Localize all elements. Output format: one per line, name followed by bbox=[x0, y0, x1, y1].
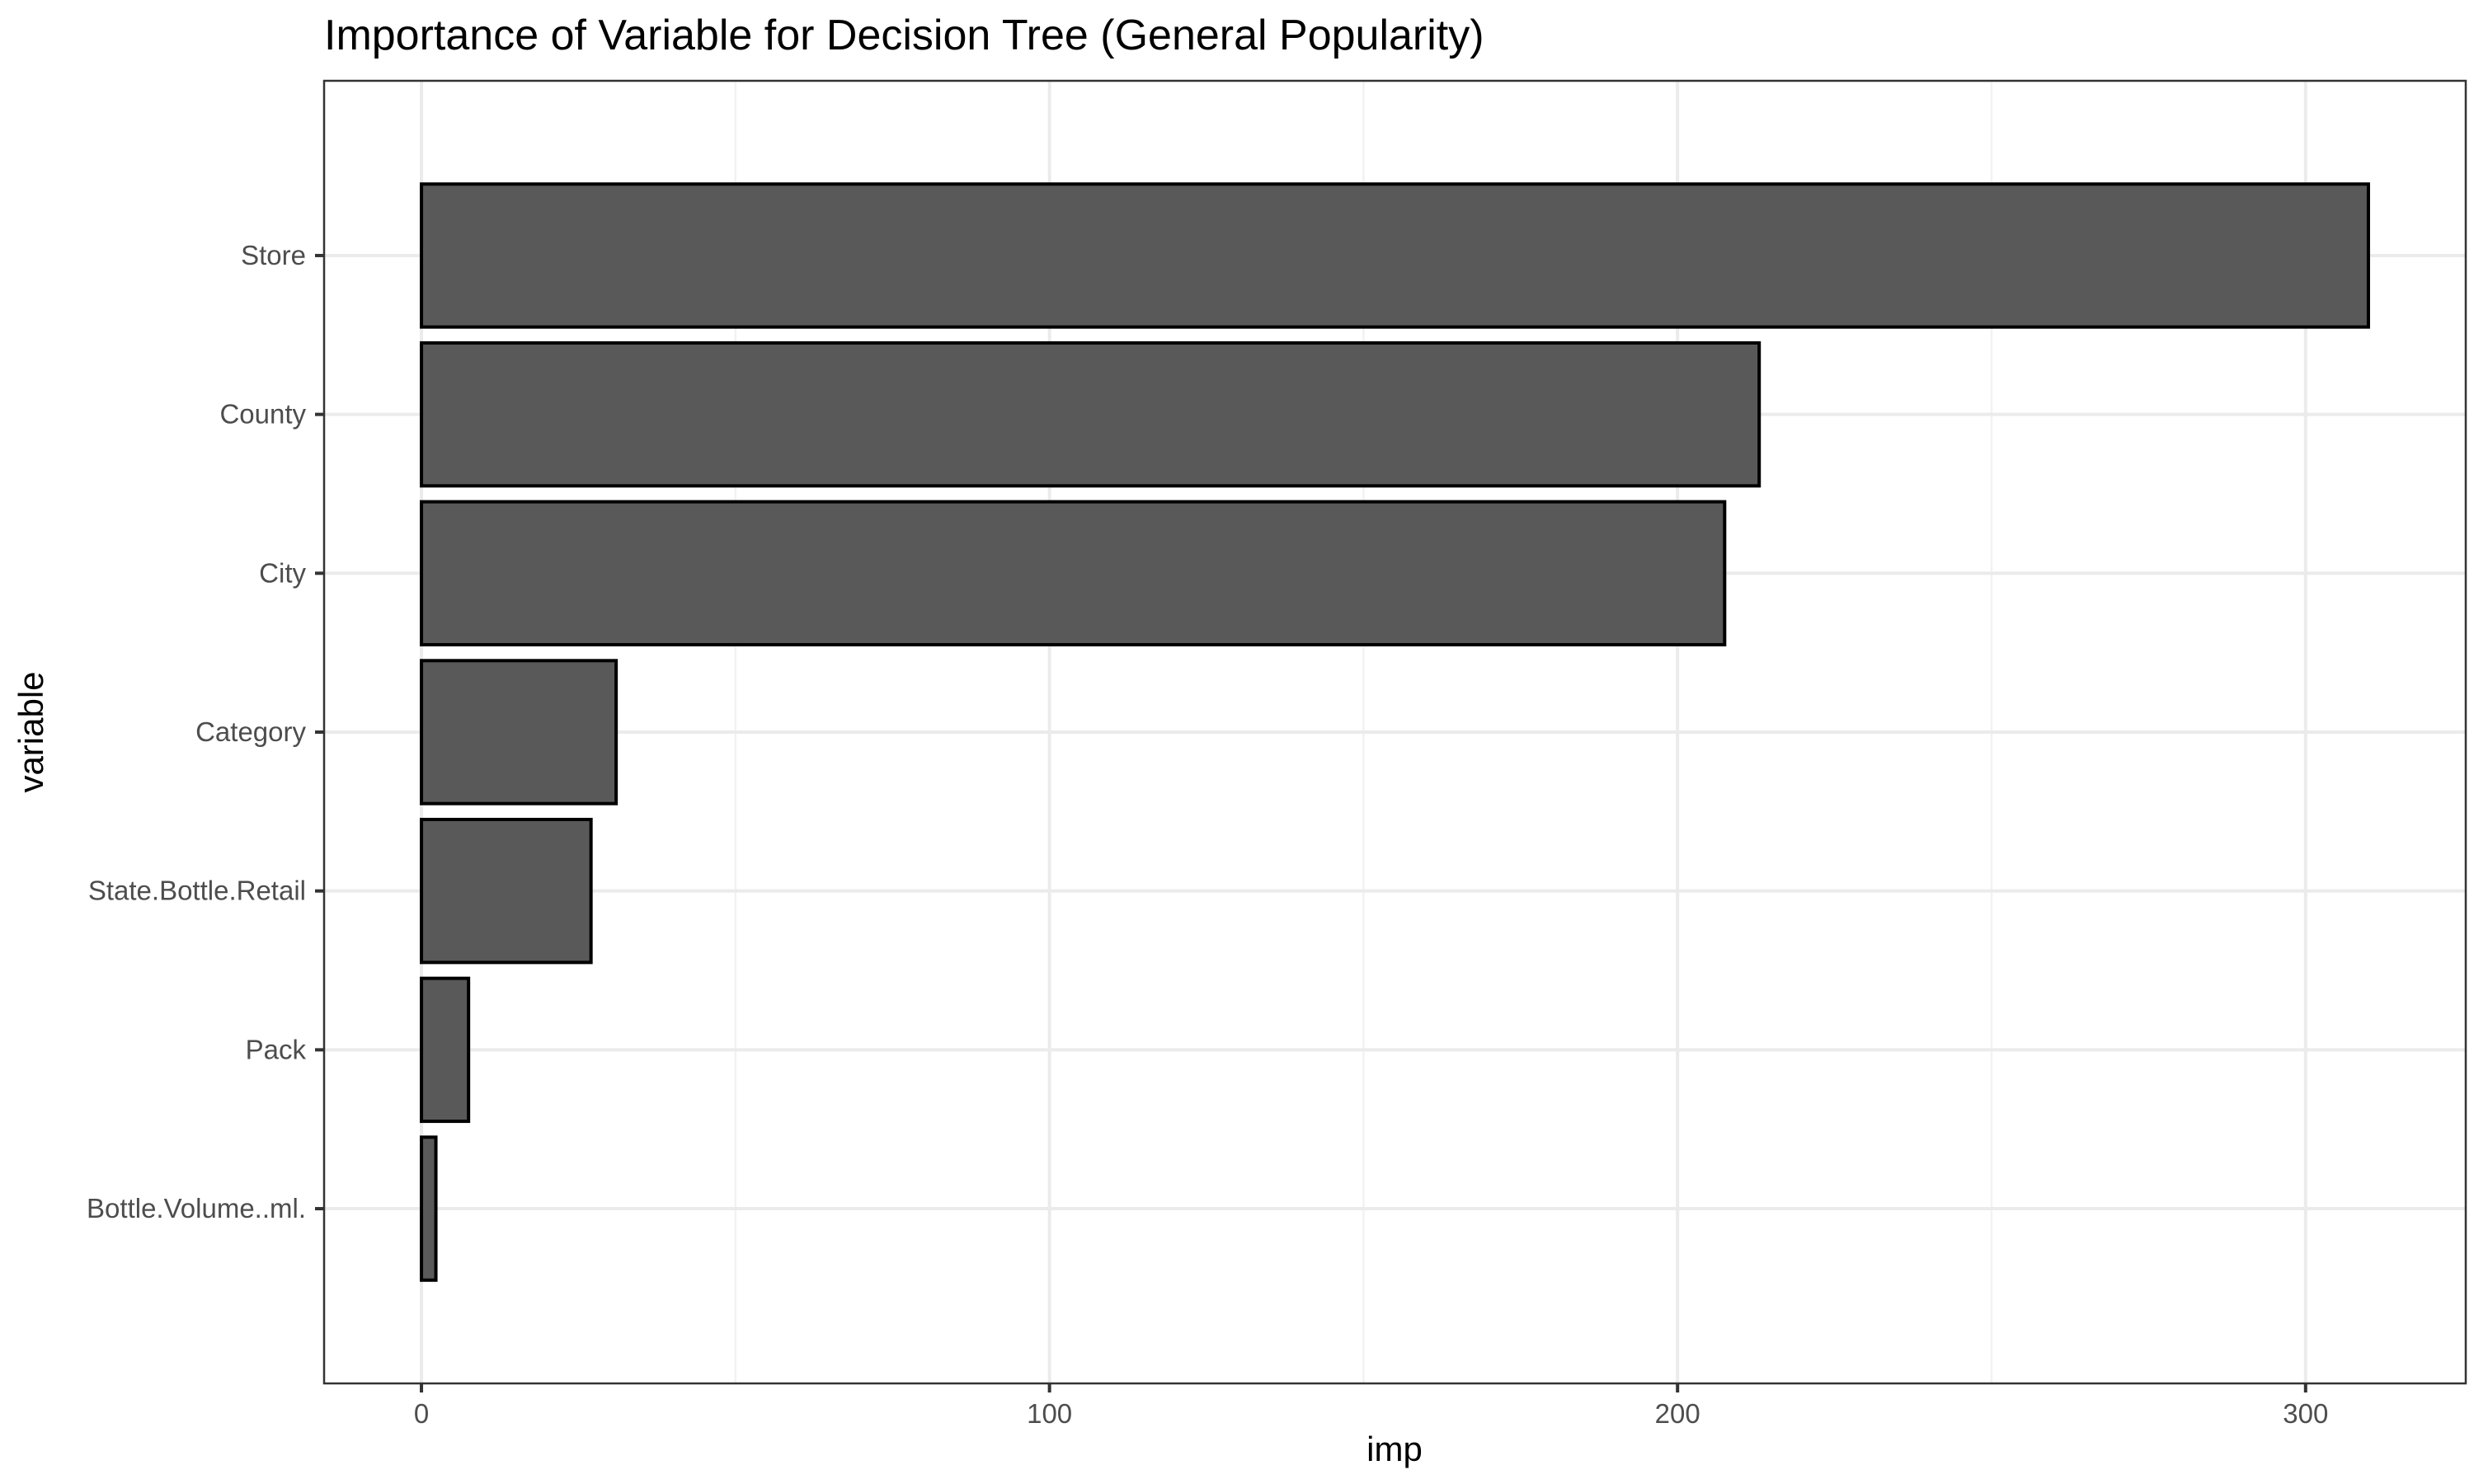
y-tick-label: Pack bbox=[246, 1034, 307, 1064]
chart-title: Importance of Variable for Decision Tree… bbox=[324, 12, 1484, 59]
y-tick-label: County bbox=[219, 399, 306, 430]
y-tick-label: Bottle.Volume..ml. bbox=[87, 1193, 306, 1223]
bar-pack bbox=[420, 976, 471, 1124]
y-tick-label: State.Bottle.Retail bbox=[88, 876, 306, 906]
bar-city bbox=[420, 500, 1727, 647]
bar-state-bottle-retail bbox=[420, 817, 593, 965]
y-tick-label: Store bbox=[241, 240, 306, 270]
bar-store bbox=[420, 182, 2370, 329]
x-axis-title: imp bbox=[1366, 1430, 1423, 1468]
x-tick-label: 300 bbox=[2283, 1398, 2328, 1429]
y-tick-label: City bbox=[259, 557, 306, 588]
bar-category bbox=[420, 659, 618, 805]
y-axis: Store County City Category State.Bottle.Reta… bbox=[87, 240, 324, 1223]
bar-county bbox=[420, 340, 1761, 488]
x-axis: 0 100 200 300 bbox=[414, 1383, 2328, 1429]
y-tick-label: Category bbox=[195, 716, 306, 747]
x-tick-label: 200 bbox=[1655, 1398, 1700, 1429]
x-tick-label: 0 bbox=[414, 1398, 429, 1429]
x-tick-label: 100 bbox=[1027, 1398, 1072, 1429]
y-axis-title: variable bbox=[12, 671, 50, 792]
bar-bottle-volume-ml bbox=[420, 1135, 438, 1282]
bars bbox=[420, 182, 2370, 1282]
